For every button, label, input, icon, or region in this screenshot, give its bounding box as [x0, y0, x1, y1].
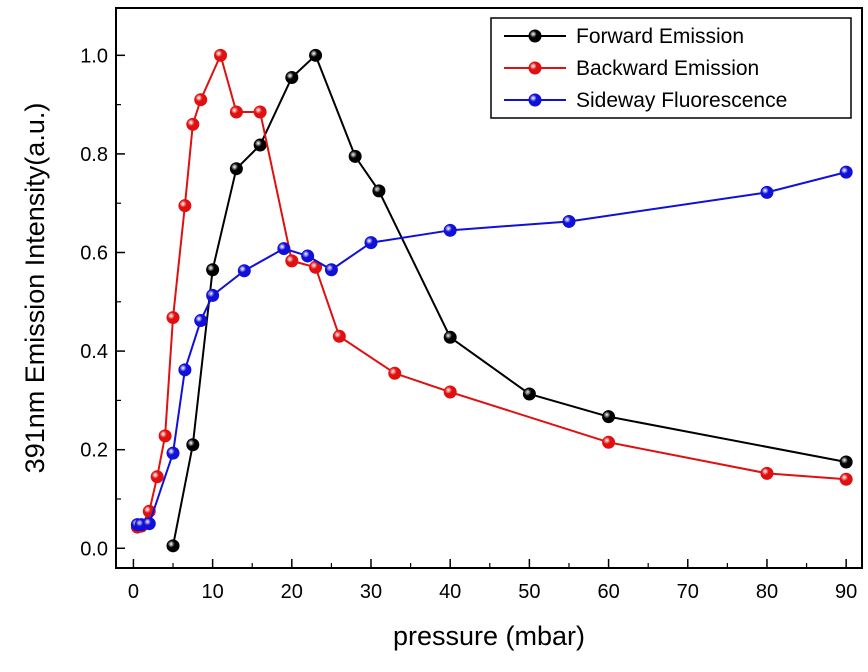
data-point [285, 254, 299, 268]
legend-swatch-marker [528, 61, 542, 75]
data-point [158, 429, 172, 443]
data-point [194, 93, 208, 107]
data-point [206, 288, 220, 302]
series-1 [130, 48, 853, 534]
data-point [206, 263, 220, 277]
data-point [229, 162, 243, 176]
data-point [285, 71, 299, 85]
plot-frame [115, 7, 863, 569]
data-point [443, 330, 457, 344]
data-point [562, 214, 576, 228]
legend-swatch-marker [528, 29, 542, 43]
x-tick-label: 20 [281, 581, 303, 603]
y-tick-label: 0.8 [80, 144, 108, 166]
data-point [253, 138, 267, 152]
data-point [142, 517, 156, 531]
legend-label: Backward Emission [576, 57, 759, 80]
legend-item: Forward Emission [504, 25, 744, 48]
data-point [760, 466, 774, 480]
data-point [522, 387, 536, 401]
data-point [166, 311, 180, 325]
legend-label: Sideway Fluorescence [576, 89, 787, 112]
data-point [229, 105, 243, 119]
data-point [348, 149, 362, 163]
y-tick-label: 0.4 [80, 341, 108, 363]
x-tick-label: 90 [835, 581, 857, 603]
legend: Forward Emission Backward Emission Sideway… [490, 17, 852, 119]
y-tick-label: 1.0 [80, 45, 108, 67]
data-point [602, 410, 616, 424]
legend-item: Backward Emission [504, 57, 759, 80]
legend-label: Forward Emission [576, 25, 744, 48]
data-point [443, 385, 457, 399]
data-point [839, 472, 853, 486]
data-point [388, 366, 402, 380]
data-point [166, 539, 180, 553]
data-point [324, 263, 338, 277]
series-line [172, 53, 847, 547]
data-point [332, 329, 346, 343]
x-tick-label: 40 [439, 581, 461, 603]
data-point [602, 435, 616, 449]
data-point [150, 470, 164, 484]
x-tick-label: 0 [128, 581, 139, 603]
x-tick-label: 50 [518, 581, 540, 603]
y-axis-title: 391nm Emission Intensity(a.u.) [20, 103, 50, 474]
x-tick-label: 60 [597, 581, 619, 603]
y-tick-label: 0.0 [80, 538, 108, 560]
x-tick-label: 30 [360, 581, 382, 603]
data-point [186, 117, 200, 131]
data-point [194, 314, 208, 328]
x-tick-label: 80 [756, 581, 778, 603]
data-point [839, 165, 853, 179]
y-tick-label: 0.2 [80, 440, 108, 462]
data-point [372, 184, 386, 198]
data-point [178, 363, 192, 377]
x-tick-label: 10 [201, 581, 223, 603]
series-line [137, 171, 847, 526]
series-2 [130, 165, 853, 532]
x-axis-title: pressure (mbar) [393, 621, 585, 651]
series-line [137, 52, 847, 529]
data-point [760, 185, 774, 199]
data-point [186, 438, 200, 452]
data-point [301, 249, 315, 263]
x-tick-label: 70 [677, 581, 699, 603]
data-point [214, 48, 228, 62]
data-point [253, 105, 267, 119]
legend-item: Sideway Fluorescence [504, 89, 787, 112]
data-point [237, 264, 251, 278]
data-point [277, 242, 291, 256]
data-point [166, 446, 180, 460]
legend-swatch-marker [528, 93, 542, 107]
data-point [443, 223, 457, 237]
y-tick-label: 0.6 [80, 243, 108, 265]
data-point [364, 236, 378, 250]
series-0 [166, 48, 853, 553]
data-point [178, 199, 192, 213]
data-point [309, 48, 323, 62]
data-point [839, 455, 853, 469]
